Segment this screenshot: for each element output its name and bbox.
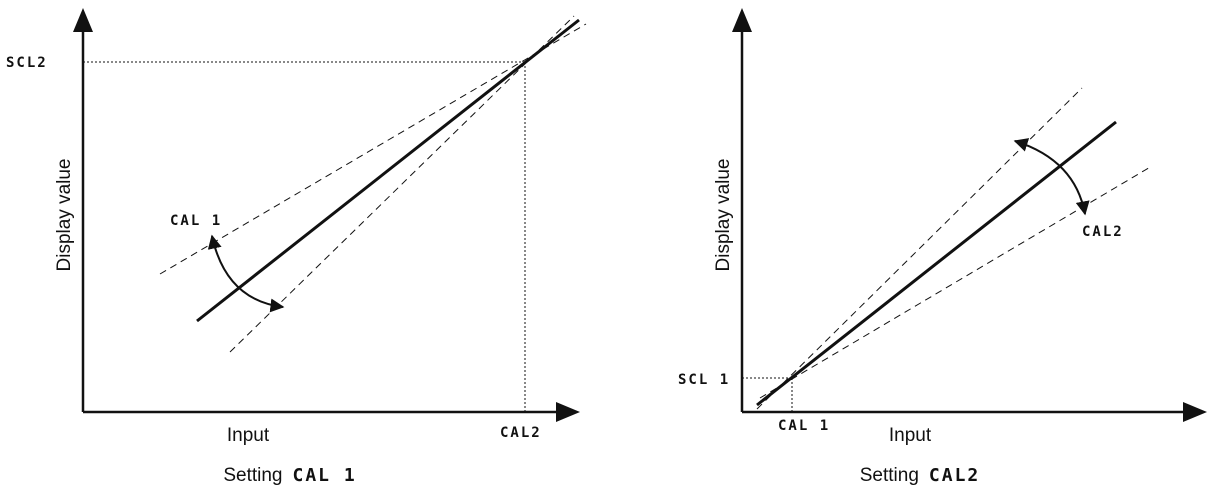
left-pivot-label: CAL 1 xyxy=(170,213,222,229)
left-caption: Setting CAL 1 xyxy=(223,465,356,486)
right-diagram: SCL 1 CAL 1 CAL2 Display value Input Set… xyxy=(678,8,1207,486)
left-caption-code: CAL 1 xyxy=(292,465,356,486)
left-caption-prefix: Setting xyxy=(223,465,282,486)
right-y-axis-arrowhead xyxy=(732,8,752,32)
right-rotation-arrow xyxy=(1013,138,1090,216)
left-solid-line xyxy=(196,18,580,323)
left-x-axis-arrowhead xyxy=(556,402,580,422)
right-pivot-label: CAL2 xyxy=(1082,224,1124,240)
right-x-axis-arrowhead xyxy=(1183,402,1207,422)
right-y-marker-label: SCL 1 xyxy=(678,372,730,388)
left-x-axis-label: Input xyxy=(227,425,270,446)
left-diagram: SCL2 CAL2 CAL 1 Display value Input Sett… xyxy=(6,8,587,486)
right-dash-line-lower xyxy=(759,165,1153,399)
right-caption-prefix: Setting xyxy=(860,465,919,486)
right-x-marker-label: CAL 1 xyxy=(778,418,830,434)
right-y-axis-label: Display value xyxy=(713,159,734,272)
right-caption: Setting CAL2 xyxy=(860,465,981,486)
right-x-axis-label: Input xyxy=(889,425,932,446)
right-dash-line-upper xyxy=(756,87,1083,410)
left-dash-line-lower xyxy=(229,15,575,353)
left-y-marker-label: SCL2 xyxy=(6,55,48,71)
left-y-axis-arrowhead xyxy=(73,8,93,32)
left-y-axis-label: Display value xyxy=(54,159,75,272)
left-dash-line-upper xyxy=(159,23,587,275)
left-rotation-arrow xyxy=(207,234,285,313)
right-caption-code: CAL2 xyxy=(929,465,980,486)
left-x-marker-label: CAL2 xyxy=(500,425,542,441)
right-solid-line xyxy=(756,120,1117,407)
